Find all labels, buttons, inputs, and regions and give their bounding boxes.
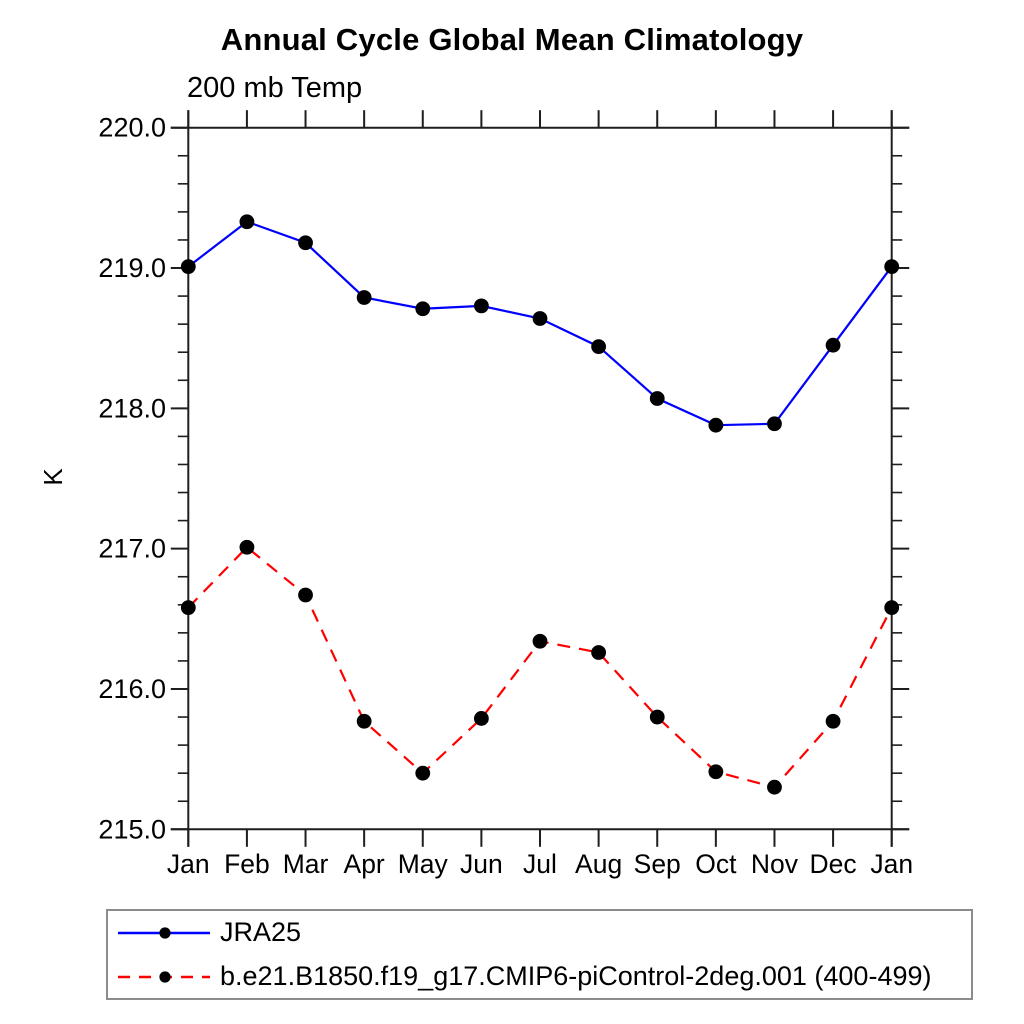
legend-item-jra25: JRA25: [114, 912, 971, 954]
y-tick-label: 220.0: [98, 113, 166, 143]
data-point-marker: [180, 600, 196, 615]
y-tick-label: 215.0: [98, 814, 166, 844]
x-tick-label: Sep: [634, 849, 681, 879]
series-line-1: [187, 545, 893, 789]
data-point-marker: [708, 764, 724, 780]
x-tick-label: Nov: [751, 849, 799, 879]
x-tick-label: May: [398, 849, 449, 879]
data-point-marker: [884, 259, 900, 275]
data-point-marker: [532, 311, 548, 326]
legend-box: JRA25 b.e21.B1850.f19_g17.CMIP6-piContro…: [106, 909, 973, 1000]
data-point-marker: [356, 290, 372, 305]
data-point-marker: [767, 779, 782, 795]
y-tick-label: 218.0: [98, 393, 166, 423]
data-point-marker: [239, 539, 255, 555]
data-point-marker: [180, 259, 196, 275]
data-point-marker: [239, 214, 255, 230]
legend-label-jra25: JRA25: [220, 917, 302, 947]
x-tick-label: Jan: [870, 849, 913, 879]
y-axis-title: K: [38, 468, 68, 486]
x-tick-label: Jan: [167, 849, 210, 879]
data-point-marker: [591, 645, 607, 660]
legend-sample-solid-line: [118, 926, 210, 939]
x-tick-label: Jul: [523, 849, 557, 879]
data-point-marker: [415, 301, 431, 317]
x-tick-label: Jun: [460, 849, 503, 879]
x-tick-label: Dec: [810, 849, 857, 879]
data-point-marker: [825, 337, 841, 353]
data-point-marker: [708, 417, 724, 433]
y-tick-label: 219.0: [98, 253, 166, 283]
data-point-marker: [591, 339, 607, 354]
data-point-marker: [649, 391, 665, 406]
data-point-marker: [298, 587, 313, 603]
data-point-marker: [767, 416, 782, 432]
data-point-marker: [532, 633, 548, 649]
y-tick-label: 216.0: [98, 674, 166, 704]
data-point-marker: [298, 235, 313, 251]
data-point-marker: [473, 298, 489, 314]
x-tick-label: Aug: [575, 849, 622, 879]
legend-sample-dashed-line: [118, 970, 210, 983]
data-point-marker: [356, 713, 372, 729]
data-point-marker: [473, 711, 489, 726]
legend-label-model: b.e21.B1850.f19_g17.CMIP6-piControl-2deg…: [220, 961, 932, 991]
data-point-marker: [649, 709, 665, 725]
x-tick-label: Feb: [224, 849, 270, 879]
chart-title: Annual Cycle Global Mean Climatology: [220, 22, 804, 57]
y-tick-label: 217.0: [98, 534, 166, 564]
x-tick-label: Mar: [283, 849, 329, 879]
data-point-marker: [884, 600, 900, 615]
legend-item-model: b.e21.B1850.f19_g17.CMIP6-piControl-2deg…: [114, 956, 971, 998]
x-tick-label: Apr: [344, 849, 385, 879]
data-point-marker: [825, 713, 841, 729]
chart-subtitle: 200 mb Temp: [187, 72, 363, 104]
x-tick-label: Oct: [695, 849, 737, 879]
data-point-marker: [415, 765, 431, 781]
